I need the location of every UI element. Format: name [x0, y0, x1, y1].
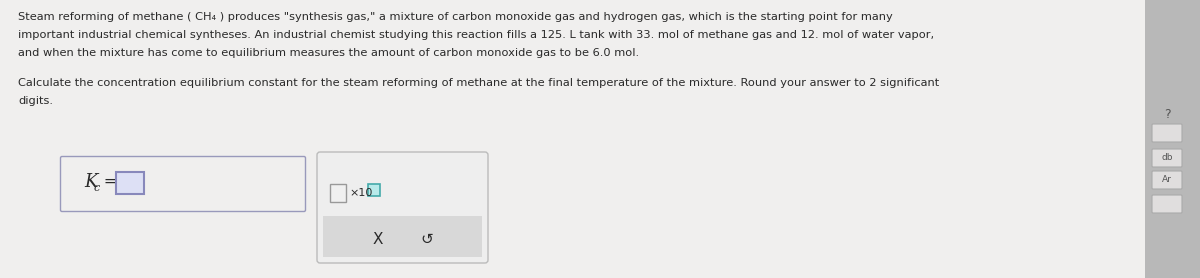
Text: ×10: ×10: [349, 188, 372, 198]
FancyBboxPatch shape: [60, 157, 306, 212]
FancyBboxPatch shape: [1152, 195, 1182, 213]
Bar: [116, 172, 144, 194]
Bar: [323, 216, 482, 257]
Bar: [1145, 0, 1200, 278]
Text: ↺: ↺: [421, 232, 433, 247]
FancyBboxPatch shape: [1152, 124, 1182, 142]
Text: Calculate the concentration equilibrium constant for the steam reforming of meth: Calculate the concentration equilibrium …: [18, 78, 940, 88]
Text: and when the mixture has come to equilibrium measures the amount of carbon monox: and when the mixture has come to equilib…: [18, 48, 640, 58]
Bar: [368, 184, 380, 196]
Text: =: =: [98, 175, 116, 190]
Text: db: db: [1162, 153, 1172, 163]
Text: important industrial chemical syntheses. An industrial chemist studying this rea: important industrial chemical syntheses.…: [18, 30, 934, 40]
Text: ?: ?: [1164, 108, 1170, 121]
Text: Ar: Ar: [1162, 175, 1172, 185]
Text: X: X: [372, 232, 383, 247]
FancyBboxPatch shape: [1152, 149, 1182, 167]
FancyBboxPatch shape: [1152, 171, 1182, 189]
Text: digits.: digits.: [18, 96, 53, 106]
FancyBboxPatch shape: [317, 152, 488, 263]
Bar: [330, 184, 346, 202]
Text: K: K: [84, 173, 97, 191]
Text: Steam reforming of methane ( CH₄ ) produces "synthesis gas," a mixture of carbon: Steam reforming of methane ( CH₄ ) produ…: [18, 12, 893, 22]
Text: c: c: [94, 183, 101, 193]
